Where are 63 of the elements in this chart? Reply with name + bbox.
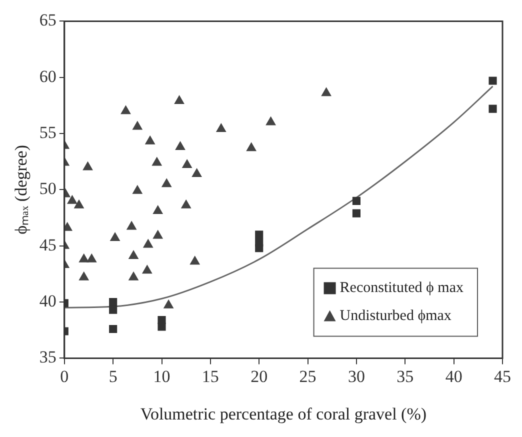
y-tick-label: 35 [39,348,56,367]
y-axis-title: ϕₘₐₓ (degree) [12,144,31,234]
x-tick-label: 45 [494,366,511,386]
point [190,256,200,265]
point [153,230,163,239]
point [488,76,497,85]
point [109,306,118,314]
x-tick-label: 30 [348,366,365,386]
y-tick-label: 50 [39,179,56,198]
point [266,116,276,126]
x-tick-label: 10 [153,366,170,386]
point [175,142,186,150]
point [162,178,172,188]
legend-label: Undisturbed ϕmax [340,308,452,324]
point [74,200,84,208]
point [109,324,118,334]
point [255,244,264,252]
point [128,250,138,259]
point [182,159,192,168]
point [321,88,332,96]
y-tick-label: 65 [39,10,56,30]
y-tick-label: 40 [39,292,56,310]
point [181,200,191,208]
point [158,322,166,331]
point [120,106,131,114]
point [110,232,120,242]
point [216,124,226,132]
point [153,206,163,214]
x-tick-label: 20 [250,366,268,386]
y-tick-label: 60 [39,66,56,86]
x-tick-label: 0 [60,366,69,386]
point [67,195,78,204]
legend-label: Reconstituted ϕ max [340,280,464,296]
point [488,104,497,113]
x-tick-label: 35 [396,366,414,386]
x-axis-title: Volumetric percentage of coral gravel (%) [140,404,427,424]
point [86,254,96,262]
point [109,298,118,306]
point [82,162,93,170]
y-tick-label: 45 [39,235,56,254]
x-tick-label: 15 [202,366,219,386]
point [142,265,152,274]
point [143,239,153,248]
point [145,136,155,144]
x-tick-label: 25 [299,366,316,386]
point [132,121,142,130]
point [79,272,89,280]
point [164,300,174,308]
point [352,209,360,218]
point [192,168,202,177]
point [126,221,136,230]
point [246,142,256,152]
y-tick-label: 55 [39,123,56,142]
point [79,254,89,262]
point [152,157,162,166]
point [352,196,360,205]
x-tick-label: 5 [108,366,118,386]
point [174,95,184,104]
point [64,222,72,231]
point [128,272,138,280]
x-tick-label: 40 [445,366,462,386]
point [132,185,142,194]
point [255,230,264,239]
